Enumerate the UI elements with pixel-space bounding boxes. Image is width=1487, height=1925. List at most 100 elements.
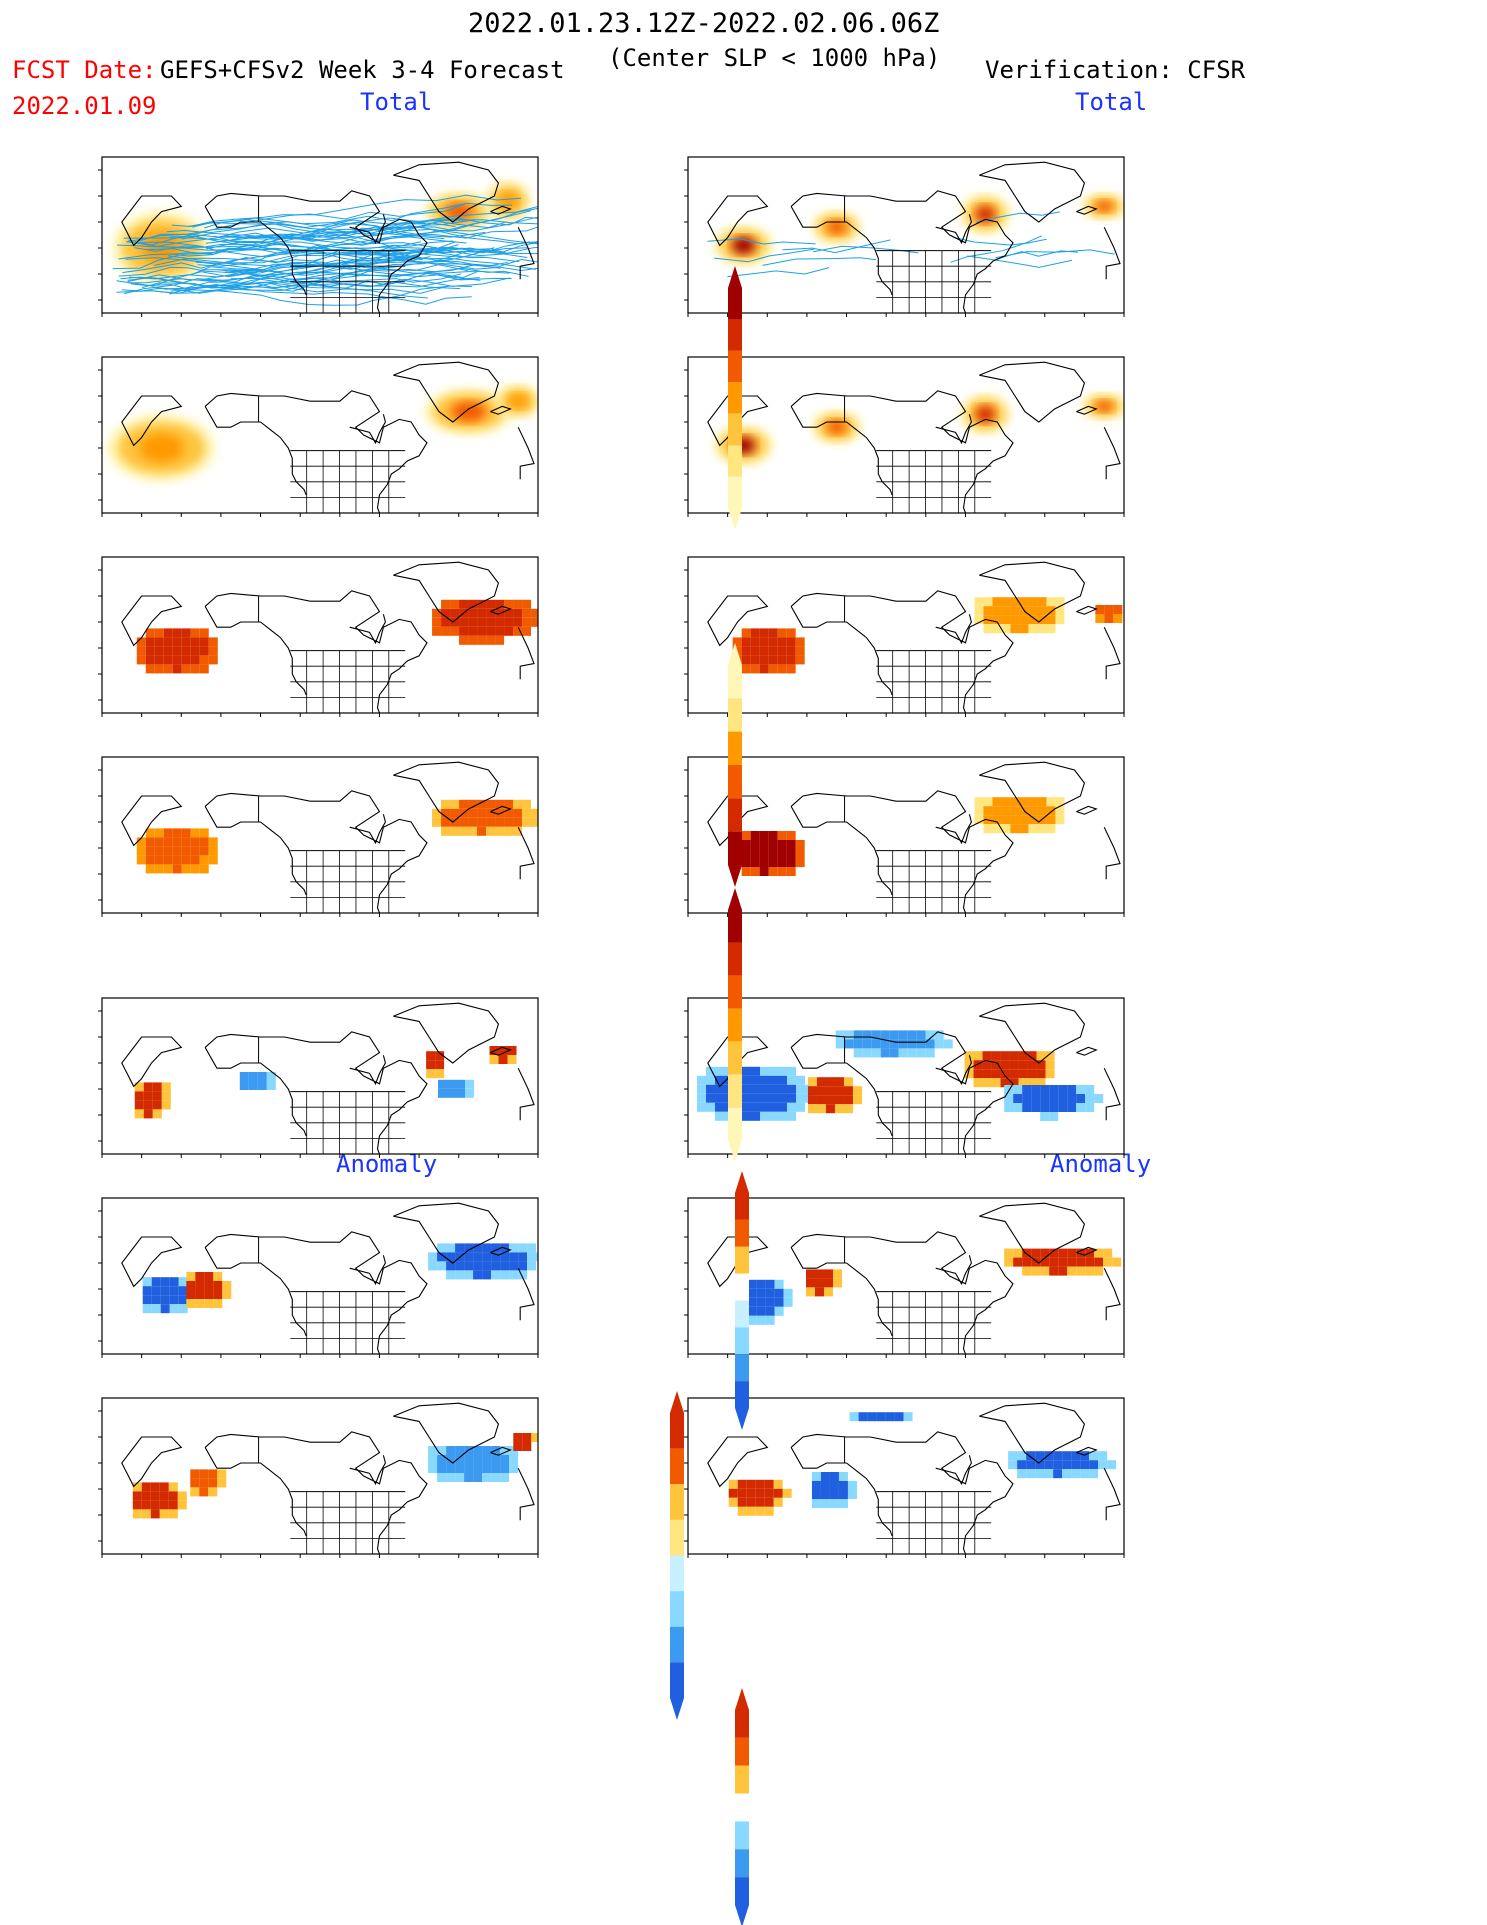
grid-cell <box>446 1464 456 1473</box>
grid-cell <box>213 1299 223 1308</box>
map-panel <box>684 356 1125 517</box>
grid-cell <box>428 1261 438 1271</box>
grid-cell <box>787 1093 796 1103</box>
grid-cell <box>741 840 751 849</box>
grid-cell <box>172 646 182 656</box>
grid-cell <box>741 831 751 840</box>
grid-cell <box>435 1069 445 1079</box>
grid-cell <box>213 1290 223 1299</box>
grid-cell <box>925 1039 935 1049</box>
grid-cell <box>491 1473 501 1482</box>
coastline <box>204 406 307 495</box>
grid-cell <box>145 864 155 874</box>
grid-cell <box>1085 1257 1095 1267</box>
grid-cell <box>446 1446 456 1455</box>
storm-track-line <box>213 235 538 254</box>
grid-cell <box>1058 1103 1068 1112</box>
grid-cell <box>190 628 200 638</box>
grid-cell <box>768 646 778 656</box>
grid-cell <box>1004 1085 1014 1094</box>
grid-cell <box>1062 1460 1072 1470</box>
total-label-right: Total <box>1075 88 1148 116</box>
storm-track-line <box>813 245 919 254</box>
grid-cell <box>482 1270 492 1280</box>
coastline <box>707 395 769 447</box>
coastline <box>349 1255 386 1286</box>
grid-cell <box>737 1488 747 1498</box>
grid-cell <box>168 1491 178 1501</box>
map-frame <box>687 556 1125 714</box>
colorbar-segment <box>670 1626 684 1663</box>
grid-cell <box>795 646 805 656</box>
colorbar-segment <box>728 1008 742 1042</box>
coastline <box>204 1047 307 1136</box>
grid-cell <box>834 1095 844 1105</box>
grid-cell <box>1010 797 1020 807</box>
colorbar-top-arrow <box>735 1171 749 1193</box>
grid-cell <box>172 655 182 665</box>
grid-cell <box>1000 1078 1010 1088</box>
model-title: GEFS+CFSv2 Week 3-4 Forecast <box>160 56 565 84</box>
grid-cell <box>1040 1103 1050 1112</box>
grid-cell <box>513 617 523 627</box>
grid-cell <box>777 628 787 638</box>
grid-cell <box>765 1288 775 1298</box>
grid-cell <box>1103 1248 1113 1258</box>
grid-cell <box>786 646 796 656</box>
grid-cell <box>871 1039 881 1049</box>
fcst-date-label: FCST Date: <box>12 56 157 84</box>
grid-cell <box>186 1272 196 1281</box>
colorbar-anom-duration <box>735 1688 749 1925</box>
storm-track-line <box>149 272 481 294</box>
grid-cell <box>473 1270 483 1280</box>
grid-cell <box>1053 1460 1063 1470</box>
grid-cell <box>1035 1451 1045 1461</box>
grid-cell <box>473 1473 483 1482</box>
grid-cell <box>495 599 505 609</box>
grid-cell <box>181 864 191 874</box>
grid-cell <box>838 1499 848 1508</box>
grid-cell <box>820 1472 830 1481</box>
grid-cell <box>195 1281 205 1290</box>
grid-cell <box>760 1102 769 1112</box>
grid-cell <box>178 1304 188 1314</box>
grid-cell <box>1049 1266 1059 1276</box>
grid-cell <box>1067 1094 1077 1103</box>
coastline <box>935 614 972 645</box>
grid-cell <box>1027 1051 1037 1061</box>
grid-cell <box>509 1464 519 1473</box>
grid-cell <box>1062 1469 1072 1479</box>
density-blob-core <box>1095 400 1114 413</box>
coastline <box>349 1055 386 1086</box>
grid-cell <box>1001 597 1011 607</box>
grid-cell <box>1040 1257 1050 1267</box>
grid-cell <box>880 1039 890 1049</box>
grid-cell <box>783 1297 793 1307</box>
grid-cell <box>765 1279 775 1289</box>
grid-cell <box>747 1279 757 1289</box>
coastline <box>790 606 893 695</box>
grid-cell <box>983 624 993 634</box>
grid-cell <box>1018 1078 1028 1088</box>
grid-cell <box>1013 1085 1023 1094</box>
grid-cell <box>498 1046 508 1055</box>
grid-cell <box>437 1261 447 1271</box>
grid-cell <box>1076 1103 1086 1112</box>
grid-cell <box>468 608 478 618</box>
grid-cell <box>853 1039 863 1049</box>
grid-cell <box>1031 1103 1041 1112</box>
grid-cell <box>916 1048 926 1058</box>
grid-cell <box>777 655 787 665</box>
storm-track-line <box>950 235 1042 263</box>
grid-cell <box>154 846 164 856</box>
grid-cell <box>199 664 209 674</box>
grid-cell <box>786 849 796 858</box>
grid-cell <box>435 1051 445 1061</box>
grid-cell <box>903 1412 913 1422</box>
grid-cell <box>1027 1060 1037 1070</box>
coastline <box>121 595 183 647</box>
grid-cell <box>450 599 460 609</box>
grid-cell <box>759 867 769 876</box>
grid-cell <box>1037 797 1047 807</box>
grid-cell <box>161 1082 171 1092</box>
